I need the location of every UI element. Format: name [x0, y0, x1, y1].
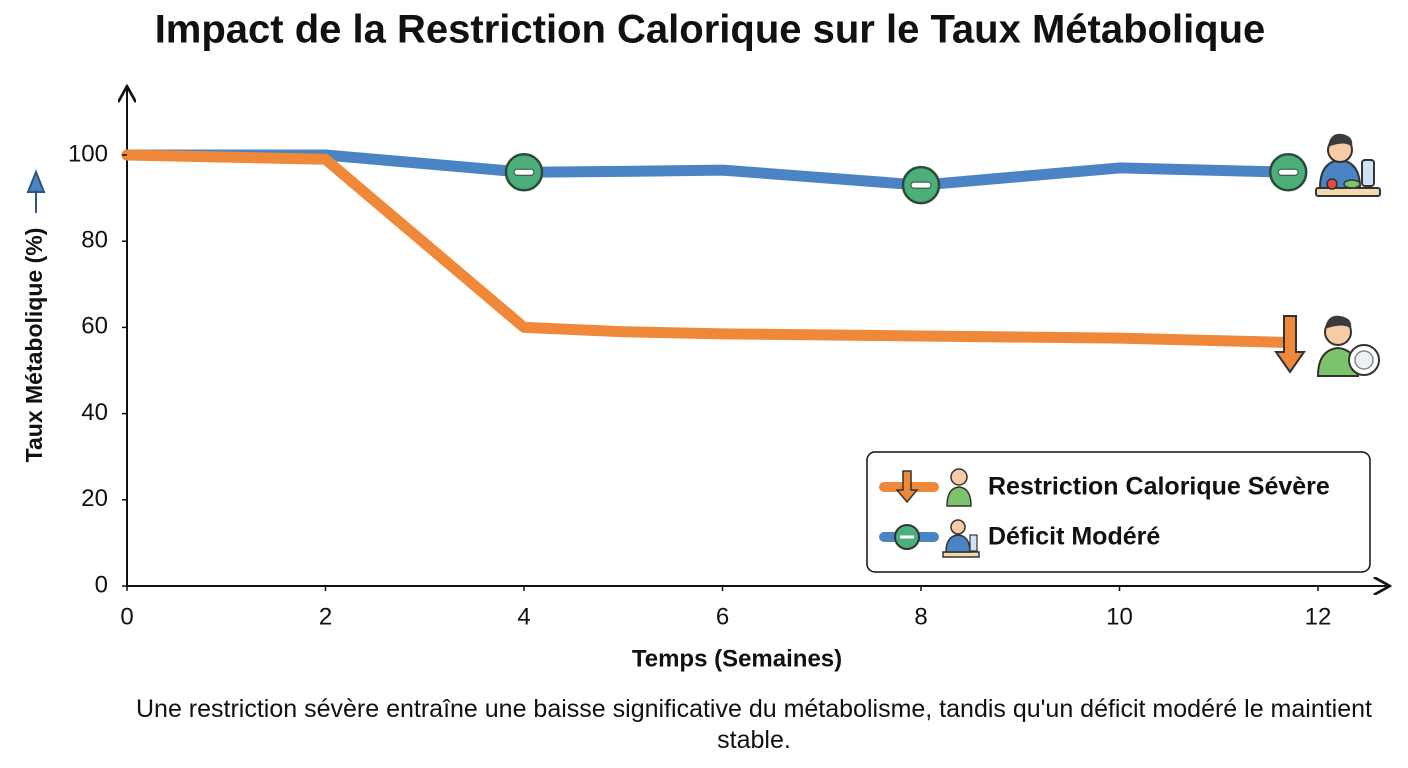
legend-icon [942, 519, 980, 558]
x-tick-label: 4 [517, 603, 530, 630]
legend-icon [894, 524, 920, 550]
y-tick-label: 100 [68, 140, 108, 167]
person-healthy-icon [1315, 133, 1381, 197]
end-icons [1274, 133, 1381, 377]
x-tick-label: 0 [120, 603, 133, 630]
x-axis-title: Temps (Semaines) [632, 645, 842, 672]
y-axis-title: Taux Métabolique (%) [21, 228, 47, 463]
x-tick-label: 8 [914, 603, 927, 630]
y-tick-label: 80 [81, 227, 108, 254]
caption: Une restriction sévère entraîne une bais… [136, 695, 1372, 754]
y-tick-label: 0 [95, 571, 108, 598]
series-line [121, 149, 1294, 348]
marker-minus [513, 168, 535, 176]
x-tick-label: 10 [1106, 603, 1133, 630]
chart-title: Impact de la Restriction Calorique sur l… [155, 8, 1266, 52]
legend: Restriction Calorique Sévère Déficit Mod… [866, 451, 1371, 573]
down-arrow-icon [1274, 315, 1306, 374]
point-marker [504, 152, 544, 192]
legend-label: Restriction Calorique Sévère [988, 473, 1330, 501]
plot-area [121, 149, 1308, 348]
legend-label: Déficit Modéré [988, 523, 1160, 551]
point-marker [901, 165, 941, 205]
x-tick-label: 6 [716, 603, 729, 630]
series-line [121, 149, 1294, 191]
y-tick-label: 60 [81, 313, 108, 340]
person-tired-icon [1316, 315, 1380, 377]
marker-minus [1277, 168, 1299, 176]
y-tick-label: 40 [81, 399, 108, 426]
legend-icon [946, 468, 972, 507]
legend-icon [895, 470, 919, 504]
legend-box [866, 451, 1371, 573]
y-tick-label: 20 [81, 485, 108, 512]
x-tick-label: 12 [1305, 603, 1332, 630]
marker-minus [910, 181, 932, 189]
x-tick-label: 2 [319, 603, 332, 630]
point-marker [1268, 152, 1308, 192]
y-arrow-icon [26, 169, 46, 213]
